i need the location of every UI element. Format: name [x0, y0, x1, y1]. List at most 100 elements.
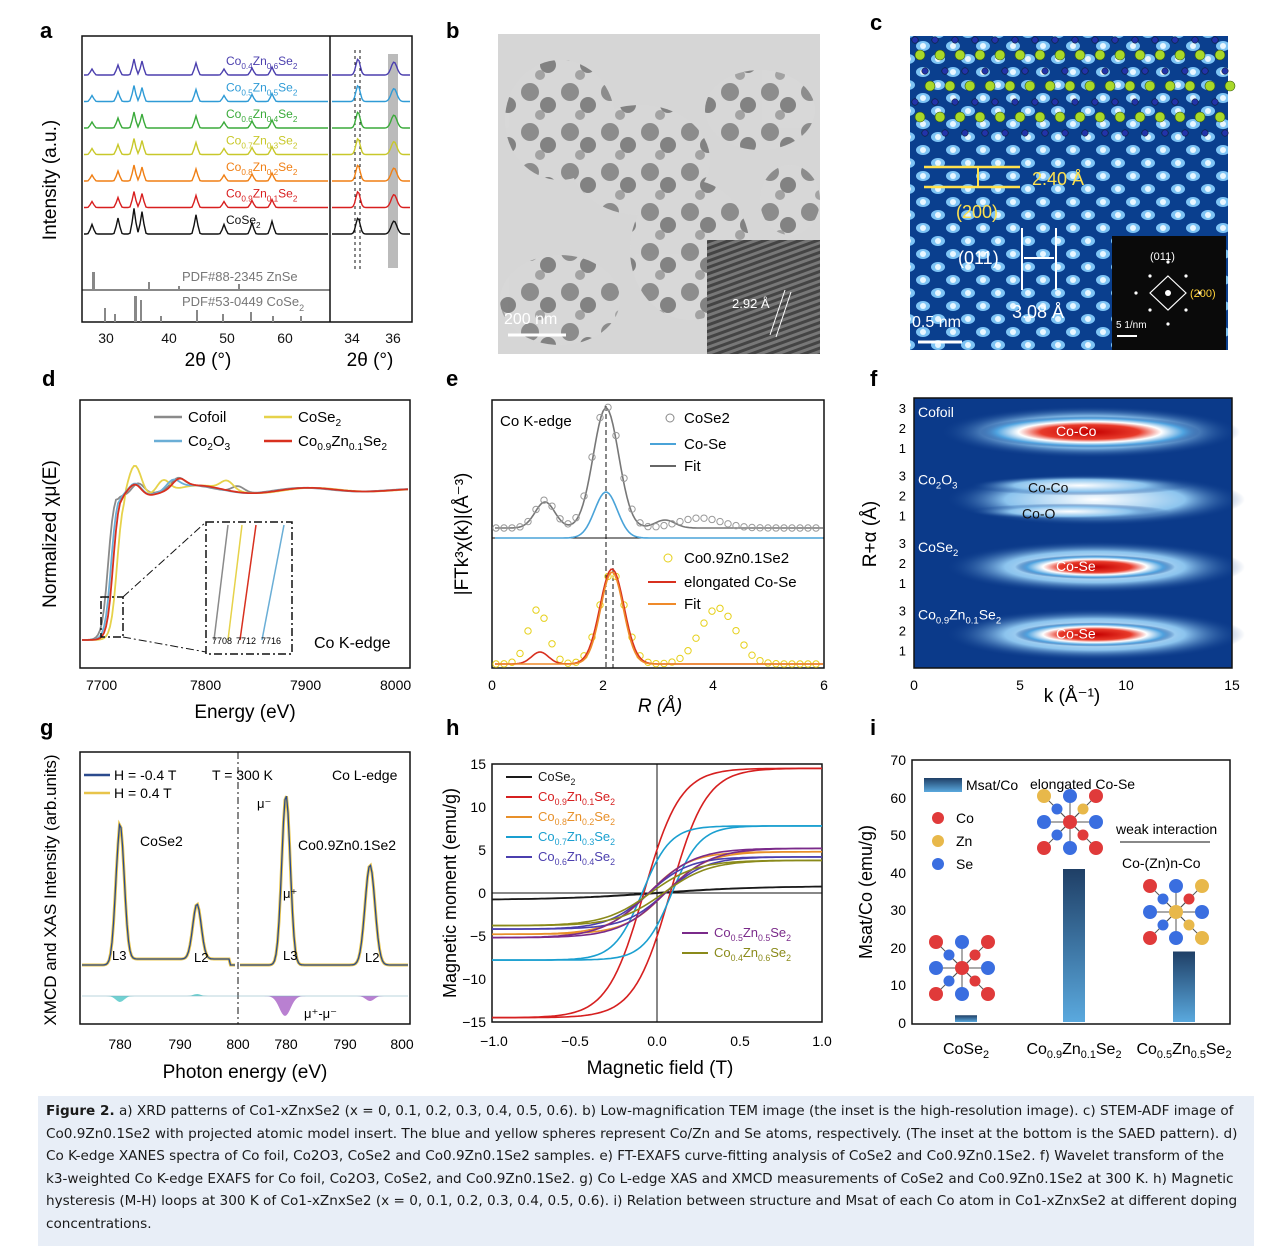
stem-d1: 2.40 Å: [1032, 169, 1084, 189]
svg-text:2: 2: [599, 677, 607, 693]
mh-loops: [491, 767, 823, 1019]
svg-text:4: 4: [709, 677, 717, 693]
svg-text:L3: L3: [112, 948, 126, 963]
wt-peak: Co-Se: [1056, 558, 1096, 574]
svg-text:70: 70: [890, 752, 906, 768]
xrd-zoom-curve: [332, 84, 410, 103]
xanes-legend-entry: Cofoil: [188, 409, 226, 426]
svg-text:L2: L2: [365, 950, 379, 965]
svg-text:800: 800: [226, 1036, 250, 1052]
xanes-edge-label: Co K-edge: [314, 635, 391, 652]
wt-ytick: 2: [899, 556, 906, 571]
svg-text:7900: 7900: [290, 677, 321, 693]
wt-ytick: 3: [899, 469, 906, 484]
elongated-label: elongated Co-Se: [1030, 776, 1135, 792]
xmcd-legend: H = -0.4 T H = 0.4 T T = 300 K Co L-edge: [84, 767, 398, 801]
svg-text:0: 0: [488, 677, 496, 693]
svg-text:0.5: 0.5: [730, 1033, 750, 1049]
xrd-zoom-curve: [332, 217, 410, 235]
xrd-zoom-curve: [332, 164, 410, 182]
wt-row-label: Co0.9Zn0.1Se2: [918, 607, 1001, 627]
svg-text:−0.5: −0.5: [561, 1033, 589, 1049]
xrd-zoom-curve: [332, 190, 410, 209]
xrd-zoom-curve: [332, 58, 410, 76]
panel-g: H = -0.4 T H = 0.4 T T = 300 K Co L-edge…: [41, 751, 414, 1083]
svg-text:34: 34: [344, 330, 360, 346]
msat-bar: [1173, 951, 1195, 1022]
xanes-legend-entry: Co2O3: [188, 433, 231, 453]
svg-text:790: 790: [333, 1036, 357, 1052]
svg-text:7700: 7700: [86, 677, 117, 693]
panel-label-h: h: [446, 715, 459, 740]
svg-text:−10: −10: [462, 971, 486, 987]
svg-text:Co0.9Zn0.1Se2: Co0.9Zn0.1Se2: [684, 550, 789, 567]
panel-label-i: i: [870, 715, 876, 740]
svg-text:1.0: 1.0: [812, 1033, 832, 1049]
saed-scale: 5 1/nm: [1116, 320, 1147, 331]
mh-legend-entry: Co0.9Zn0.1Se2: [538, 789, 615, 807]
svg-text:40: 40: [890, 865, 906, 881]
wt-peak: Co-Se: [1056, 626, 1096, 642]
svg-text:0: 0: [898, 1015, 906, 1031]
panel-label-f: f: [870, 366, 878, 391]
svg-text:780: 780: [274, 1036, 298, 1052]
msat-legend: Msat/Co: [966, 777, 1018, 793]
svg-text:Co L-edge: Co L-edge: [332, 767, 398, 783]
svg-text:T = 300 K: T = 300 K: [212, 767, 274, 783]
xrd-curve: [84, 164, 328, 182]
svg-text:60: 60: [890, 790, 906, 806]
xrd-series-label: Co0.5Zn0.5Se2: [226, 81, 298, 98]
svg-text:60: 60: [277, 330, 293, 346]
svg-text:20: 20: [890, 940, 906, 956]
msat-category: Co0.5Zn0.5Se2: [1136, 1041, 1231, 1061]
xrd-xlabel: 2θ (°): [185, 350, 232, 371]
xrd-xticks: 30 40 50 60 34 36: [98, 330, 401, 346]
wt-row-label: Co2O3: [918, 472, 957, 492]
panel-c: 2.40 Å (200) (011) 3.08 Å 0.5 nm (011) (…: [910, 36, 1236, 350]
mh-legend-entry: Co0.6Zn0.4Se2: [538, 849, 615, 867]
xrd-series-label: Co0.9Zn0.1Se2: [226, 187, 298, 204]
mh-legend-entry: CoSe2: [538, 769, 576, 787]
panel-label-c: c: [870, 10, 882, 35]
wt-row-label: Cofoil: [918, 404, 954, 420]
panel-label-e: e: [446, 366, 458, 391]
ft-ylabel: |FTk³χ(k)|(Å⁻³): [452, 473, 473, 596]
weak-interaction-label: weak interaction: [1115, 821, 1217, 837]
stem-d2: 3.08 Å: [1012, 302, 1064, 322]
svg-text:0: 0: [910, 677, 918, 693]
xrd-curve: [84, 138, 328, 156]
msat-ylabel: Msat/Co (emu/g): [856, 825, 876, 959]
wt-ytick: 3: [899, 536, 906, 551]
svg-text:8000: 8000: [380, 677, 411, 693]
ref-znse-label: PDF#88-2345 ZnSe: [182, 269, 298, 284]
svg-text:36: 36: [385, 330, 401, 346]
svg-text:Co-Se: Co-Se: [684, 436, 727, 453]
svg-text:6: 6: [820, 677, 828, 693]
mh-legend-entry: Co0.4Zn0.6Se2: [714, 945, 791, 963]
ft-edge-label: Co K-edge: [500, 413, 572, 430]
xanes-legend: Cofoil CoSe2 Co2O3 Co0.9Zn0.1Se2: [154, 409, 387, 453]
panel-b: 2.92 Å 200 nm: [498, 34, 820, 354]
xanes-inset: [205, 521, 293, 655]
mh-legend-entry: Co0.8Zn0.2Se2: [538, 809, 615, 827]
wt-xlabel: k (Å⁻¹): [1044, 686, 1100, 707]
panel-h: CoSe2 Co0.9Zn0.1Se2 Co0.8Zn0.2Se2 Co0.7Zn0.…: [440, 756, 832, 1079]
mh-ylabel: Magnetic moment (emu/g): [440, 788, 460, 998]
mh-loop-upper: [492, 767, 822, 1019]
msat-category: CoSe2: [943, 1041, 989, 1061]
figure-2: a b c d e f g h i PDF#88-2345 ZnSe PDF#5…: [40, 10, 1245, 1083]
ref-sticks: [92, 272, 302, 322]
svg-text:elongated Co-Se: elongated Co-Se: [684, 574, 797, 591]
svg-text:7712: 7712: [236, 636, 256, 646]
xrd-series-label: Co0.6Zn0.4Se2: [226, 107, 298, 124]
xrd-curves: [84, 58, 410, 235]
xrd-series-label: Co0.4Zn0.6Se2: [226, 54, 298, 71]
svg-text:10: 10: [1118, 677, 1134, 693]
stem-plane-011: (011): [958, 248, 999, 268]
svg-text:50: 50: [890, 827, 906, 843]
chain-label: Co-(Zn)n-Co: [1122, 855, 1201, 871]
xanes-legend-entry: Co0.9Zn0.1Se2: [298, 433, 387, 453]
atomic-model-overlay: [911, 36, 1236, 137]
saed-011: (011): [1150, 251, 1175, 263]
